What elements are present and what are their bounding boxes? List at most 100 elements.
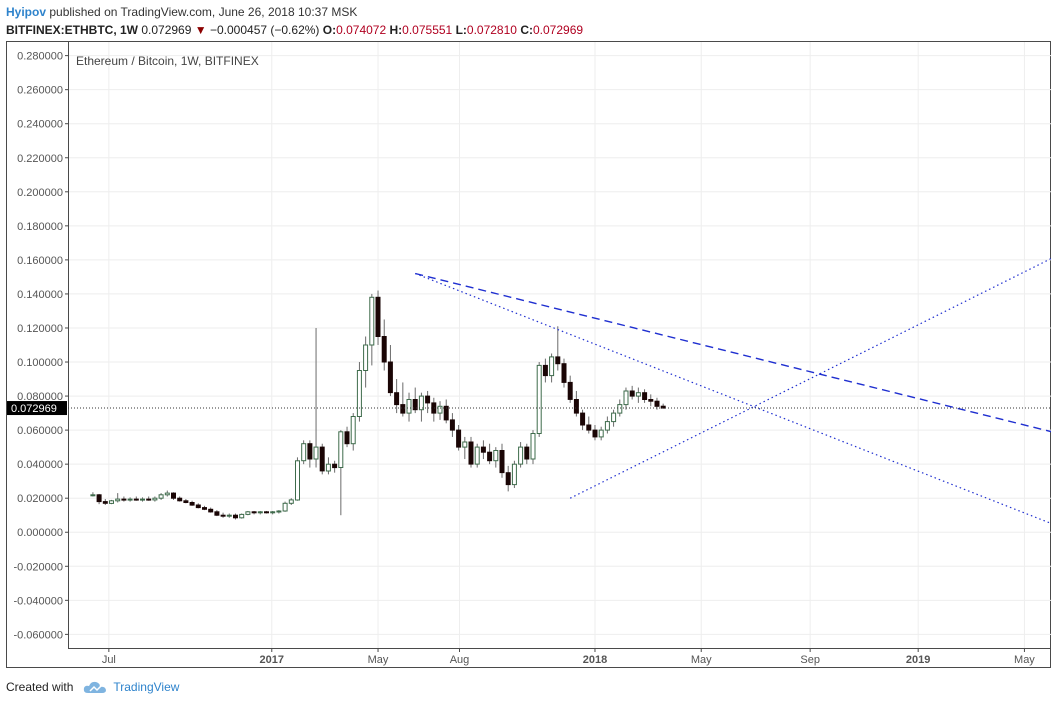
open-value: 0.074072: [336, 23, 387, 37]
price-tick-label: 0.060000: [17, 425, 63, 437]
candle-down: [586, 424, 592, 431]
price-tick-label: 0.140000: [17, 289, 63, 301]
grid: [69, 42, 1051, 648]
price-tick-label: 0.040000: [17, 459, 63, 471]
candle-up: [511, 463, 517, 486]
candle-down: [456, 429, 462, 448]
candle-up: [338, 431, 344, 468]
low-value: 0.072810: [466, 23, 517, 37]
candle-down: [580, 412, 586, 426]
candle-down: [307, 443, 313, 460]
price-tick-label: 0.000000: [17, 527, 63, 539]
candle-up: [611, 412, 617, 423]
candle-down: [400, 404, 406, 414]
candle-up: [301, 443, 307, 462]
price-tick-label: 0.100000: [17, 357, 63, 369]
candle-down: [208, 508, 214, 513]
price-tick-label: 0.080000: [17, 391, 63, 403]
candle-down: [387, 361, 393, 394]
tradingview-link[interactable]: TradingView: [113, 680, 180, 694]
candle-down: [660, 405, 666, 409]
candle-down: [573, 399, 579, 414]
close-label: C:: [520, 23, 533, 37]
candle-down: [394, 392, 400, 406]
dashed-trendline: [415, 272, 1053, 433]
candle-down: [499, 450, 505, 474]
published-text: published on TradingView.com, June 26, 2…: [49, 5, 358, 19]
price-tick-label: -0.020000: [13, 561, 63, 573]
candle-down: [561, 363, 567, 383]
candle-down: [319, 446, 325, 472]
high-label: H:: [389, 23, 403, 37]
price-tick-label: -0.040000: [13, 595, 63, 607]
candle-up: [549, 356, 555, 377]
candle-down: [542, 364, 548, 377]
candle-up: [152, 497, 158, 501]
time-tick-label: 2019: [906, 654, 930, 666]
candle-up: [350, 416, 356, 445]
candle-up: [406, 399, 412, 414]
candle-down: [431, 402, 437, 414]
price-tick-label: 0.280000: [17, 51, 63, 63]
candle-down: [443, 405, 449, 421]
chart-header: Hyipov published on TradingView.com, Jun…: [6, 3, 1051, 39]
candle-up: [276, 510, 282, 513]
candle-down: [480, 446, 486, 453]
candle-up: [604, 421, 610, 431]
candle-up: [288, 499, 294, 504]
dotted-trendline: [415, 272, 1053, 525]
candle-down: [251, 511, 257, 514]
low-label: L:: [455, 23, 467, 37]
time-tick-label: 2018: [583, 654, 607, 666]
tradingview-cloud-icon: [83, 680, 107, 694]
candle-up: [109, 500, 114, 504]
candle-up: [635, 392, 641, 397]
price-tick-label: 0.020000: [17, 493, 63, 505]
candle-down: [202, 507, 207, 510]
price-axis: 0.280000 0.260000 0.240000 0.220000 0.200000…: [13, 51, 69, 641]
time-axis: Jul 2017 May Aug 2018 May Sep 2019 May: [102, 648, 1035, 666]
time-tick-label: May: [691, 654, 712, 666]
candlestick-chart[interactable]: 0.280000 0.260000 0.240000 0.220000 0.200000…: [6, 41, 1053, 668]
candle-down: [233, 514, 238, 519]
candle-down: [648, 399, 654, 402]
candle-up: [325, 463, 331, 472]
candle-down: [146, 498, 152, 501]
price-tick-label: 0.260000: [17, 85, 63, 97]
candle-up: [90, 494, 96, 497]
candle-up: [257, 511, 263, 514]
candle-up: [369, 296, 375, 346]
candle-down: [487, 451, 493, 462]
candle-up: [418, 395, 424, 411]
chart-area[interactable]: 0.280000 0.260000 0.240000 0.220000 0.200000…: [6, 41, 1053, 668]
candle-up: [115, 498, 121, 502]
candle-down: [96, 494, 102, 503]
candle-up: [245, 511, 251, 515]
candle-down: [264, 511, 269, 514]
author-name[interactable]: Hyipov: [6, 5, 47, 19]
candle-up: [164, 492, 170, 496]
candle-up: [140, 498, 145, 501]
candle-up: [536, 364, 542, 434]
candle-down: [214, 511, 220, 516]
candle-up: [127, 498, 133, 501]
candle-down: [629, 390, 635, 397]
time-tick-label: May: [1014, 654, 1035, 666]
high-value: 0.075551: [402, 23, 453, 37]
publish-info: Hyipov published on TradingView.com, Jun…: [6, 3, 1051, 21]
candle-down: [133, 498, 139, 501]
candle-up: [158, 494, 164, 499]
candle-down: [121, 498, 127, 501]
candle-up: [313, 446, 319, 460]
candle-up: [437, 405, 443, 414]
candle-down: [567, 381, 573, 400]
close-value: 0.072969: [532, 23, 584, 37]
candle-down: [183, 500, 189, 503]
candle-up: [474, 446, 480, 465]
price-change: −0.000457 (−0.62%): [209, 23, 320, 37]
candle-down: [171, 492, 176, 499]
candle-up: [493, 450, 499, 462]
open-label: O:: [322, 23, 337, 37]
price-tick-label: 0.200000: [17, 187, 63, 199]
price-tick-label: 0.120000: [17, 323, 63, 335]
